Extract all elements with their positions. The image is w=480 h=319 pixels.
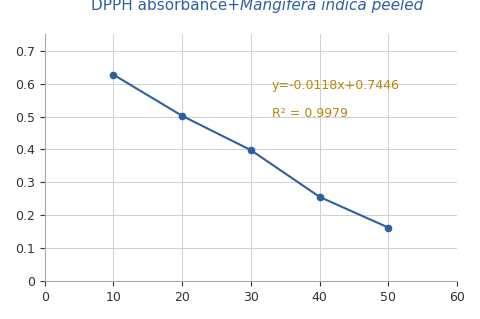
Text: DPPH absorbance+: DPPH absorbance+ [91, 0, 240, 13]
Text: Mangifera indica peeled: Mangifera indica peeled [240, 0, 423, 13]
Text: R² = 0.9979: R² = 0.9979 [272, 107, 348, 120]
Text: y=-0.0118x+0.7446: y=-0.0118x+0.7446 [272, 78, 399, 92]
